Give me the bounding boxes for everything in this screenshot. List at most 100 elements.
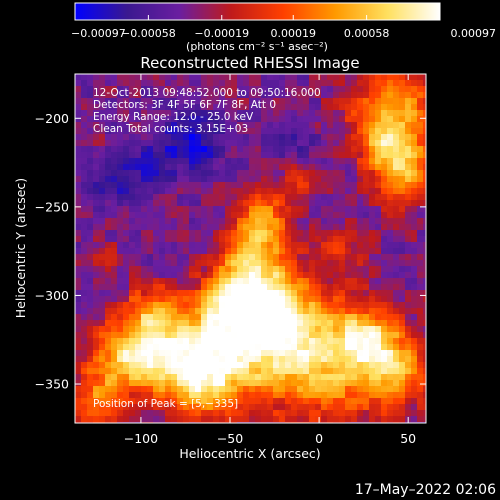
heatmap-cell — [75, 230, 82, 237]
heatmap-cell — [93, 386, 100, 393]
heatmap-cell — [339, 110, 346, 117]
heatmap-cell — [117, 140, 124, 147]
heatmap-cell — [123, 224, 130, 231]
heatmap-cell — [195, 332, 202, 339]
heatmap-cell — [261, 368, 268, 375]
heatmap-cell — [333, 380, 340, 387]
heatmap-cell — [219, 320, 226, 327]
heatmap-cell — [279, 356, 286, 363]
heatmap-cell — [183, 128, 190, 135]
heatmap-cell — [201, 146, 208, 153]
heatmap-cell — [213, 188, 220, 195]
heatmap-cell — [243, 110, 250, 117]
heatmap-cell — [117, 182, 124, 189]
heatmap-cell — [177, 344, 184, 351]
heatmap-cell — [315, 188, 322, 195]
heatmap-cell — [123, 206, 130, 213]
heatmap-cell — [207, 116, 214, 123]
heatmap-cell — [159, 308, 166, 315]
heatmap-cell — [87, 176, 94, 183]
heatmap-cell — [273, 272, 280, 279]
heatmap-cell — [207, 182, 214, 189]
heatmap-cell — [411, 338, 418, 345]
heatmap-cell — [327, 380, 334, 387]
heatmap-cell — [321, 80, 328, 87]
heatmap-cell — [117, 80, 124, 87]
heatmap-cell — [171, 296, 178, 303]
heatmap-cell — [345, 416, 352, 423]
heatmap-cell — [213, 206, 220, 213]
heatmap-cell — [327, 86, 334, 93]
heatmap-cell — [351, 266, 358, 273]
heatmap-cell — [87, 194, 94, 201]
heatmap-cell — [279, 398, 286, 405]
heatmap-cell — [273, 356, 280, 363]
heatmap-cell — [183, 158, 190, 165]
heatmap-cell — [147, 188, 154, 195]
heatmap-cell — [375, 98, 382, 105]
heatmap-cell — [207, 230, 214, 237]
heatmap-cell — [111, 200, 118, 207]
heatmap-cell — [159, 158, 166, 165]
heatmap-cell — [201, 350, 208, 357]
heatmap-cell — [81, 98, 88, 105]
heatmap-cell — [303, 200, 310, 207]
heatmap-cell — [201, 134, 208, 141]
heatmap-cell — [99, 110, 106, 117]
heatmap-cell — [369, 200, 376, 207]
heatmap-cell — [225, 386, 232, 393]
heatmap-cell — [189, 308, 196, 315]
heatmap-cell — [99, 194, 106, 201]
heatmap-cell — [369, 344, 376, 351]
heatmap-cell — [207, 128, 214, 135]
heatmap-cell — [411, 146, 418, 153]
heatmap-cell — [165, 398, 172, 405]
heatmap-cell — [255, 248, 262, 255]
heatmap-cell — [243, 332, 250, 339]
heatmap-cell — [183, 398, 190, 405]
heatmap-cell — [285, 308, 292, 315]
heatmap-cell — [123, 266, 130, 273]
heatmap-cell — [267, 272, 274, 279]
heatmap-cell — [165, 404, 172, 411]
heatmap-cell — [387, 260, 394, 267]
heatmap-cell — [345, 332, 352, 339]
heatmap-cell — [87, 206, 94, 213]
heatmap-cell — [267, 254, 274, 261]
heatmap-cell — [387, 92, 394, 99]
heatmap-cell — [213, 140, 220, 147]
heatmap-cell — [345, 266, 352, 273]
heatmap-cell — [405, 110, 412, 117]
heatmap-cell — [165, 356, 172, 363]
heatmap-cell — [363, 152, 370, 159]
heatmap-cell — [399, 146, 406, 153]
heatmap-cell — [99, 92, 106, 99]
heatmap-cell — [177, 284, 184, 291]
heatmap-cell — [381, 284, 388, 291]
heatmap-cell — [261, 398, 268, 405]
heatmap-cell — [237, 122, 244, 129]
heatmap-cell — [183, 326, 190, 333]
heatmap-cell — [285, 380, 292, 387]
heatmap-cell — [141, 326, 148, 333]
heatmap-cell — [135, 110, 142, 117]
heatmap-cell — [117, 248, 124, 255]
heatmap-cell — [273, 344, 280, 351]
heatmap-cell — [411, 176, 418, 183]
heatmap-cell — [219, 116, 226, 123]
heatmap-cell — [75, 374, 82, 381]
heatmap-cell — [267, 86, 274, 93]
heatmap-cell — [237, 278, 244, 285]
heatmap-cell — [327, 158, 334, 165]
heatmap-cell — [171, 110, 178, 117]
heatmap-cell — [423, 266, 426, 273]
heatmap-cell — [135, 404, 142, 411]
heatmap-cell — [303, 290, 310, 297]
heatmap-cell — [237, 404, 244, 411]
heatmap-cell — [117, 158, 124, 165]
heatmap-cell — [183, 308, 190, 315]
heatmap-cell — [399, 122, 406, 129]
heatmap-cell — [393, 338, 400, 345]
heatmap-cell — [249, 194, 256, 201]
heatmap-cell — [177, 386, 184, 393]
